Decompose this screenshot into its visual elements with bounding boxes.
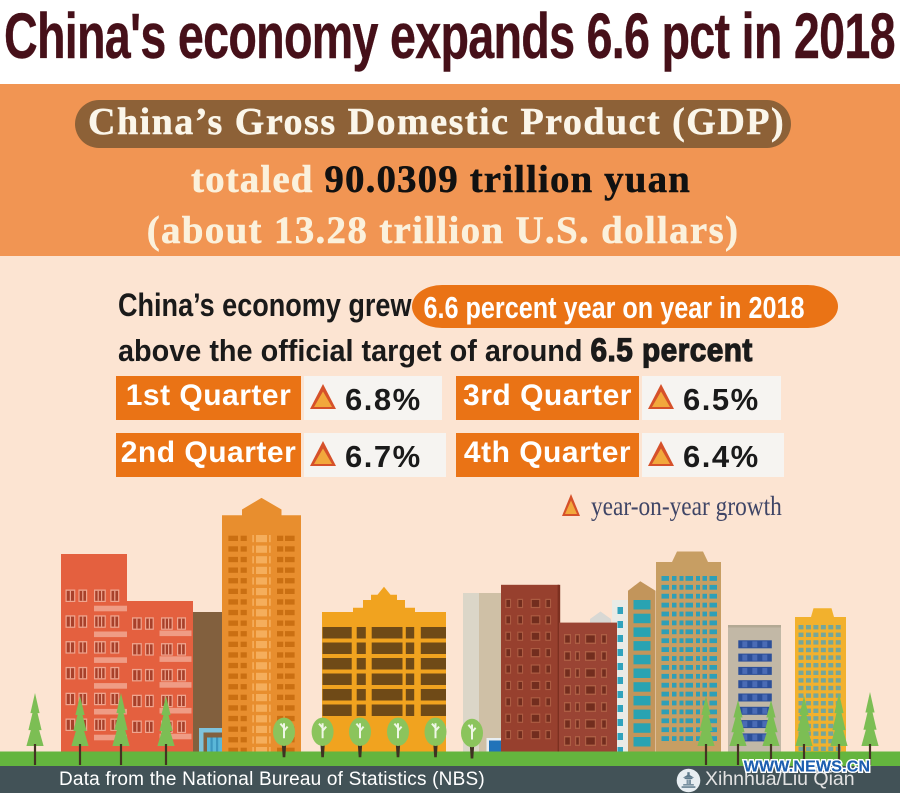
svg-text:WWW.NEWS.CN: WWW.NEWS.CN <box>744 759 871 776</box>
svg-text:WWW.NEWS.CN: WWW.NEWS.CN <box>744 759 871 776</box>
